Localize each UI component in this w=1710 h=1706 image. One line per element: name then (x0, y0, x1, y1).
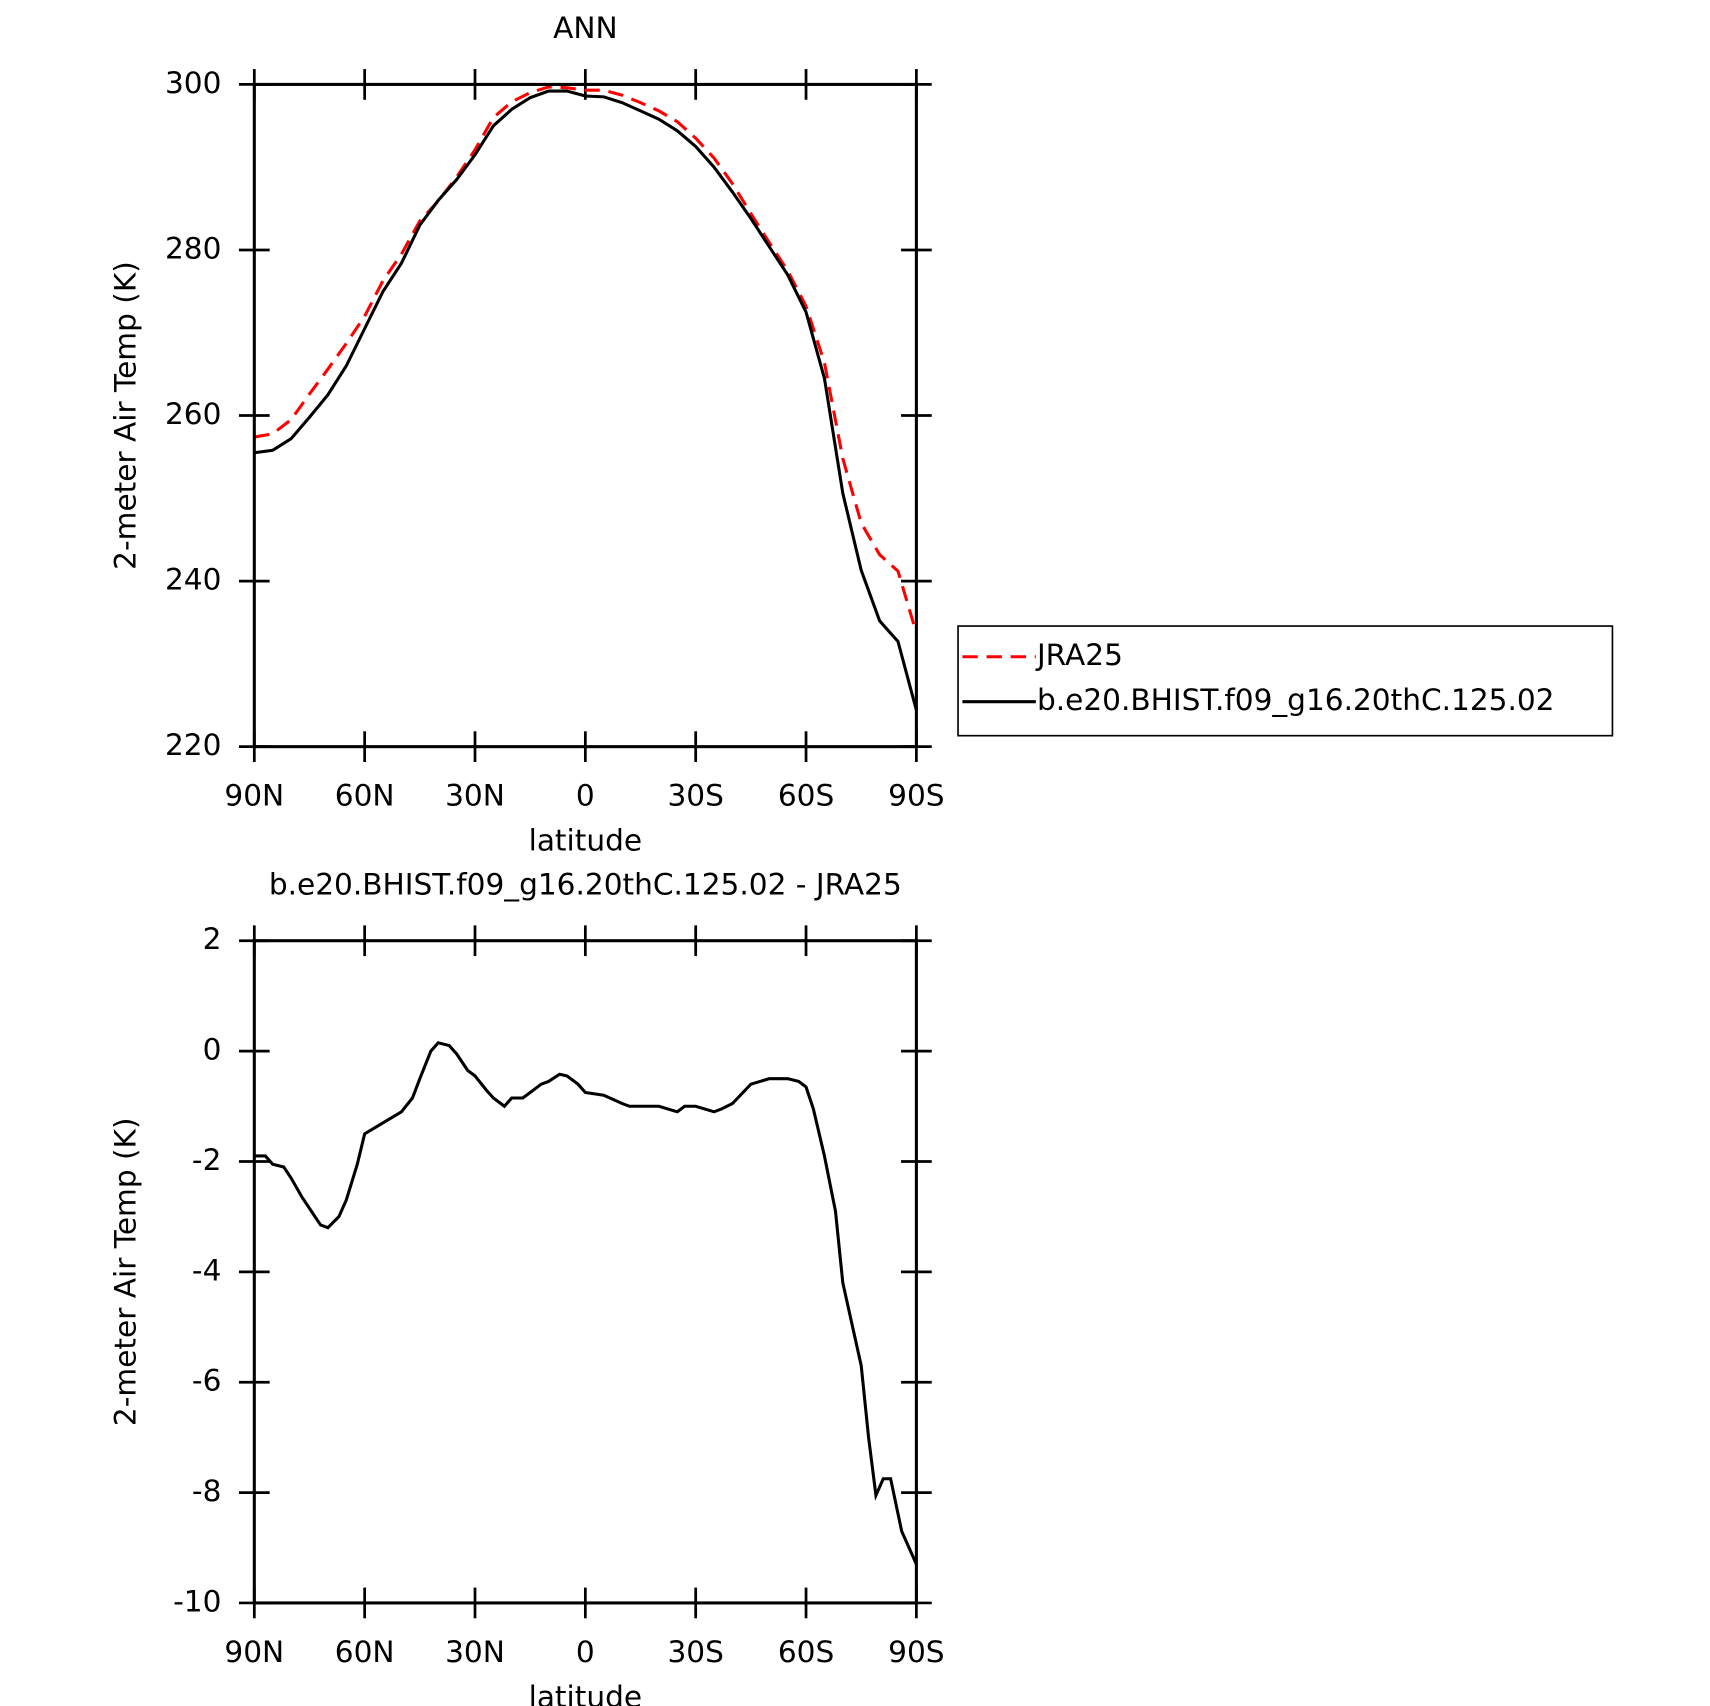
x-tick-label: 30S (667, 1635, 723, 1669)
y-tick-label: 260 (165, 397, 221, 431)
legend-box (957, 625, 1614, 737)
y-tick-label: 280 (165, 231, 221, 265)
y-tick-label: -6 (192, 1364, 221, 1398)
x-tick-label: 60S (778, 779, 834, 813)
x-tick-label: 0 (576, 1635, 595, 1669)
y-tick-label: -8 (192, 1474, 221, 1508)
y-tick-label: 220 (165, 728, 221, 762)
legend-label: b.e20.BHIST.f09_g16.20thC.125.02 (1037, 683, 1555, 717)
x-tick-label: 0 (576, 779, 595, 813)
y-tick-label: 2 (203, 922, 222, 956)
x-tick-label: 90S (888, 779, 944, 813)
x-tick-label: 60N (335, 1635, 395, 1669)
x-tick-label: 60N (335, 779, 395, 813)
x-axis-label: latitude (529, 824, 642, 858)
data-line (254, 89, 918, 711)
x-tick-label: 30N (445, 1635, 505, 1669)
x-tick-label: 90S (888, 1635, 944, 1669)
x-tick-label: 90N (224, 779, 284, 813)
y-tick-label: -2 (192, 1143, 221, 1177)
chart-title: ANN (553, 11, 617, 45)
y-tick-label: -4 (192, 1253, 221, 1287)
data-line (254, 85, 918, 634)
y-tick-label: 300 (165, 66, 221, 100)
plot-frame (252, 82, 918, 749)
x-tick-label: 30N (445, 779, 505, 813)
chart-title: b.e20.BHIST.f09_g16.20thC.125.02 - JRA25 (269, 867, 902, 901)
x-tick-label: 60S (778, 1635, 834, 1669)
legend-label: JRA25 (1035, 638, 1123, 672)
x-tick-label: 90N (224, 1635, 284, 1669)
y-axis-label: 2-meter Air Temp (K) (109, 261, 143, 570)
data-line (254, 1041, 918, 1565)
y-tick-label: 0 (203, 1033, 222, 1067)
y-tick-label: -10 (173, 1584, 221, 1618)
y-axis-label: 2-meter Air Temp (K) (109, 1118, 143, 1427)
x-tick-label: 30S (667, 779, 723, 813)
x-axis-label: latitude (529, 1680, 642, 1706)
y-tick-label: 240 (165, 563, 221, 597)
plot-frame (252, 939, 918, 1605)
